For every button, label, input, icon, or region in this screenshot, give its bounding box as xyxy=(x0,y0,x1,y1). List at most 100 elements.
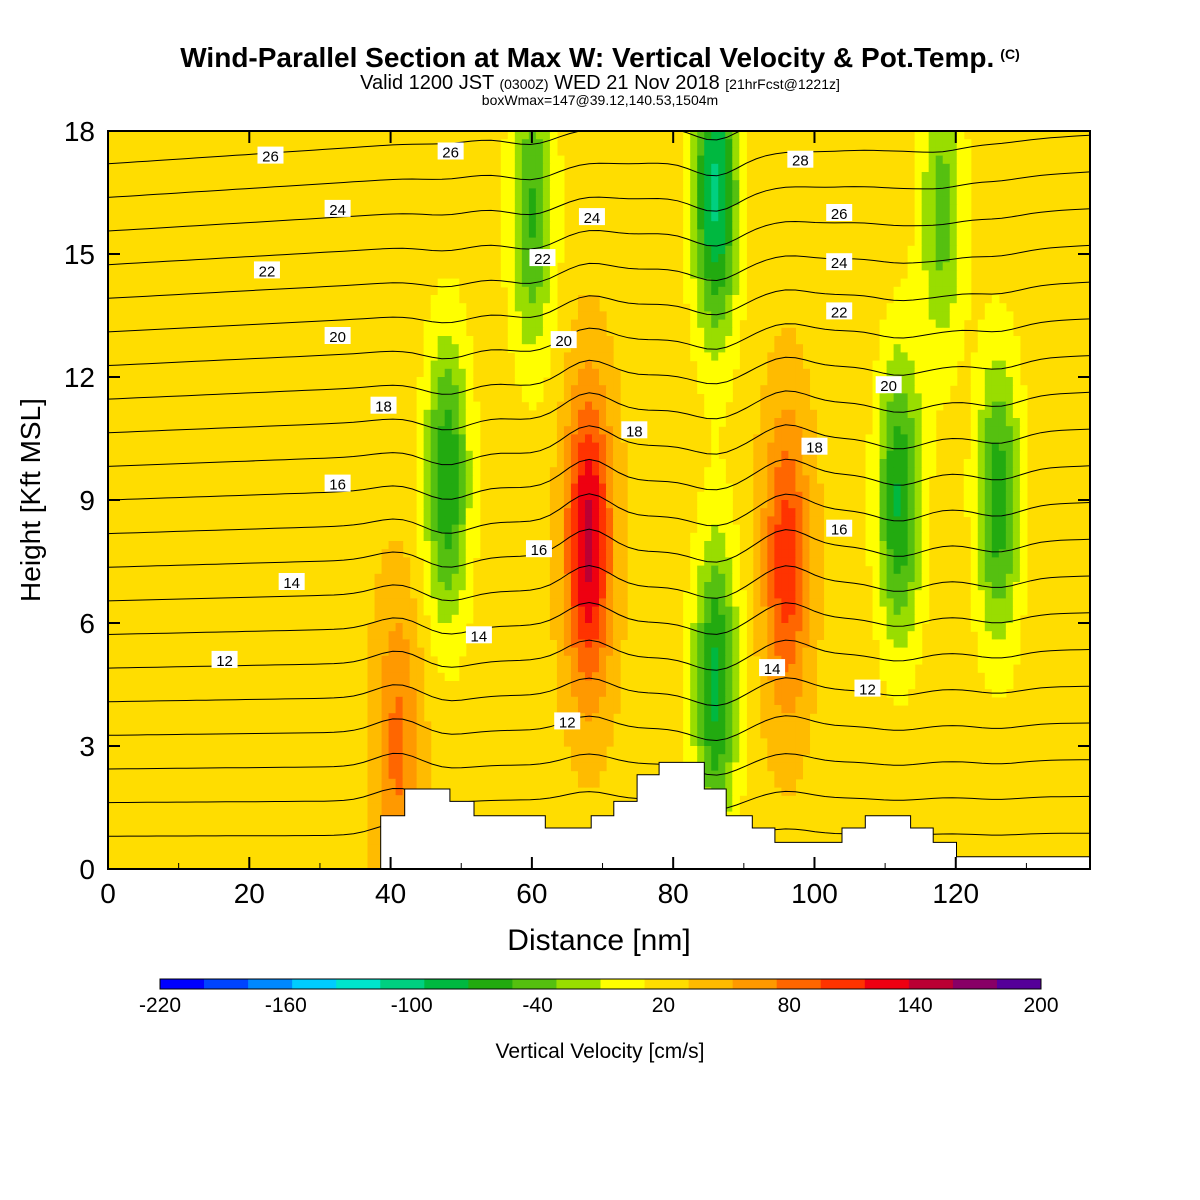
velocity-cell xyxy=(900,631,909,640)
velocity-cell xyxy=(563,729,572,739)
velocity-cell xyxy=(998,614,1007,624)
velocity-cell xyxy=(767,418,775,427)
velocity-cell xyxy=(423,549,432,558)
velocity-cell xyxy=(388,573,397,583)
velocity-cell xyxy=(556,680,565,690)
contour-label: 28 xyxy=(792,153,809,170)
velocity-cell xyxy=(521,385,530,394)
velocity-cell xyxy=(921,393,930,403)
velocity-cell xyxy=(739,295,747,304)
velocity-cell xyxy=(781,573,789,583)
velocity-cell xyxy=(535,385,544,394)
velocity-cell xyxy=(549,204,558,214)
velocity-cell xyxy=(872,524,881,534)
velocity-cell xyxy=(907,311,916,321)
velocity-cell xyxy=(690,278,698,288)
velocity-cell xyxy=(942,204,951,214)
velocity-cell xyxy=(928,254,937,263)
velocity-cell xyxy=(472,442,481,452)
velocity-cell xyxy=(613,582,621,591)
velocity-cell xyxy=(437,664,446,673)
velocity-cell xyxy=(739,286,747,296)
velocity-cell xyxy=(591,368,600,378)
theta-contour-line xyxy=(108,752,1090,776)
velocity-cell xyxy=(774,647,782,657)
velocity-cell xyxy=(451,467,460,476)
velocity-cell xyxy=(395,549,404,558)
velocity-cell xyxy=(928,237,937,247)
velocity-cell xyxy=(451,664,460,673)
contour-label: 24 xyxy=(584,210,601,227)
velocity-cell xyxy=(732,754,740,763)
velocity-cell xyxy=(556,672,565,681)
velocity-cell xyxy=(760,483,768,493)
velocity-cell xyxy=(914,442,923,452)
velocity-cell xyxy=(879,450,888,460)
velocity-cell xyxy=(711,139,719,148)
velocity-cell xyxy=(984,631,993,640)
velocity-cell xyxy=(711,385,719,394)
velocity-cell xyxy=(697,655,705,665)
velocity-cell xyxy=(921,270,930,280)
velocity-cell xyxy=(606,664,614,673)
velocity-cell xyxy=(374,680,383,690)
velocity-cell xyxy=(704,163,712,173)
velocity-cell xyxy=(599,705,607,714)
velocity-cell xyxy=(430,311,439,321)
velocity-cell xyxy=(563,516,572,526)
velocity-cell xyxy=(563,590,572,599)
velocity-cell xyxy=(760,688,768,698)
velocity-cell xyxy=(816,508,825,517)
velocity-cell xyxy=(1012,377,1021,386)
velocity-cell xyxy=(556,623,565,632)
velocity-cell xyxy=(437,623,446,632)
velocity-cell xyxy=(711,368,719,378)
velocity-cell xyxy=(998,327,1007,337)
velocity-cell xyxy=(725,131,733,140)
velocity-cell xyxy=(977,475,986,485)
velocity-cell xyxy=(879,557,888,567)
velocity-cell xyxy=(437,565,446,575)
velocity-cell xyxy=(465,401,474,411)
velocity-cell xyxy=(788,450,796,460)
velocity-cell xyxy=(900,582,909,591)
velocity-cell xyxy=(795,770,804,780)
velocity-cell xyxy=(949,180,958,189)
velocity-cell xyxy=(865,549,874,558)
velocity-cell xyxy=(732,180,740,189)
velocity-cell xyxy=(704,565,712,575)
velocity-cell xyxy=(1019,549,1028,558)
velocity-cell xyxy=(606,426,614,435)
velocity-cell xyxy=(521,303,530,312)
velocity-cell xyxy=(970,409,979,419)
velocity-cell xyxy=(570,623,579,632)
contour-label: 26 xyxy=(831,206,848,223)
velocity-cell xyxy=(725,286,733,296)
velocity-cell xyxy=(998,467,1007,476)
velocity-cell xyxy=(949,254,958,263)
velocity-cell xyxy=(753,491,761,501)
velocity-cell xyxy=(725,672,733,681)
velocity-cell xyxy=(556,237,565,247)
velocity-cell xyxy=(732,303,740,312)
velocity-cell xyxy=(893,614,902,624)
velocity-cell xyxy=(444,352,453,362)
velocity-cell xyxy=(732,746,740,755)
velocity-cell xyxy=(465,426,474,435)
velocity-cell xyxy=(711,573,719,583)
velocity-cell xyxy=(886,614,895,624)
velocity-cell xyxy=(886,606,895,616)
velocity-cell xyxy=(514,196,523,206)
velocity-cell xyxy=(886,360,895,370)
velocity-cell xyxy=(907,549,916,558)
velocity-cell xyxy=(795,459,804,468)
velocity-cell xyxy=(437,327,446,337)
velocity-cell xyxy=(577,590,586,599)
velocity-cell xyxy=(865,483,874,493)
velocity-cell xyxy=(725,393,733,403)
velocity-cell xyxy=(956,204,965,214)
velocity-cell xyxy=(606,500,614,509)
velocity-cell xyxy=(409,713,418,722)
velocity-cell xyxy=(549,532,558,542)
velocity-cell xyxy=(956,245,965,255)
